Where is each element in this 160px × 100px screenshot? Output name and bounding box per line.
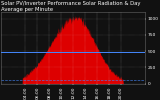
Text: Solar PV/Inverter Performance Solar Radiation & Day Average per Minute: Solar PV/Inverter Performance Solar Radi…	[1, 1, 141, 12]
